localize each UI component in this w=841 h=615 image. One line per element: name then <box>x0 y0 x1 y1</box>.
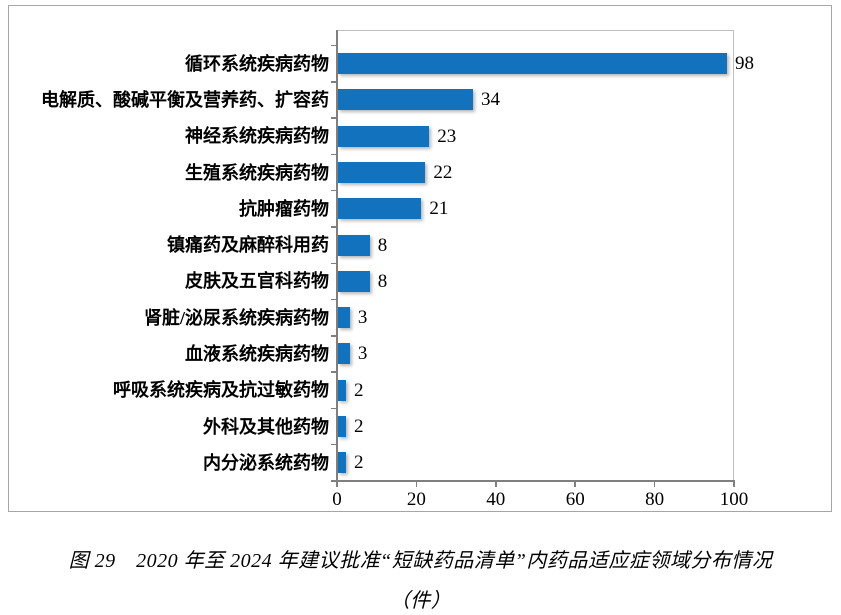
bar <box>338 379 346 401</box>
category-label: 神经系统疾病药物 <box>185 126 329 147</box>
bar <box>338 270 370 292</box>
value-label: 23 <box>437 125 457 147</box>
category-axis-tick <box>331 81 337 83</box>
bar <box>338 89 473 111</box>
category-axis-tick <box>331 117 337 119</box>
bar <box>338 234 370 256</box>
category-axis-tick <box>331 298 337 301</box>
bar <box>338 198 422 220</box>
category-label: 肾脏/泌尿系统疾病药物 <box>144 307 329 328</box>
category-axis-tick <box>331 443 337 446</box>
category-label: 皮肤及五官科药物 <box>185 271 329 292</box>
bar <box>338 162 426 184</box>
category-axis-tick <box>331 335 337 337</box>
value-label: 8 <box>377 270 388 292</box>
category-axis-tick <box>331 44 337 47</box>
figure-caption-unit: （件） <box>389 590 452 612</box>
value-label: 21 <box>429 198 449 220</box>
value-label: 2 <box>353 452 364 474</box>
value-axis-tick-label: 80 <box>645 489 665 510</box>
value-axis-tick-label: 100 <box>719 489 749 510</box>
category-label: 血液系统疾病药物 <box>185 343 329 364</box>
bar <box>338 416 346 438</box>
bar <box>338 452 346 474</box>
value-axis-tick-label: 20 <box>406 489 426 510</box>
value-axis-line <box>331 480 735 482</box>
category-label: 循环系统疾病药物 <box>185 53 329 74</box>
category-label: 生殖系统疾病药物 <box>185 162 329 183</box>
value-label: 2 <box>353 379 364 401</box>
value-label: 98 <box>735 53 755 75</box>
category-label: 抗肿瘤药物 <box>239 198 329 219</box>
value-label: 34 <box>480 89 500 111</box>
value-axis-tick <box>495 481 497 487</box>
bar <box>338 53 728 75</box>
category-axis-tick <box>331 407 337 410</box>
category-label: 外科及其他药物 <box>203 416 329 437</box>
bar <box>338 307 350 329</box>
value-label: 8 <box>377 234 388 256</box>
value-axis-tick <box>336 481 338 487</box>
value-axis-tick-label: 40 <box>486 489 506 510</box>
category-label: 呼吸系统疾病及抗过敏药物 <box>113 380 329 401</box>
category-axis-line <box>336 30 338 481</box>
value-axis-tick-label: 0 <box>332 489 342 510</box>
category-axis-tick <box>331 153 337 156</box>
value-axis-tick-label: 60 <box>565 489 585 510</box>
category-axis-tick <box>331 480 337 482</box>
bar <box>338 125 430 147</box>
value-axis-tick <box>733 481 735 487</box>
category-axis-tick <box>331 262 337 264</box>
bar <box>338 343 350 365</box>
category-axis-tick <box>331 189 337 192</box>
plot-area-border <box>337 30 734 481</box>
value-axis-tick <box>574 481 576 487</box>
category-label: 内分泌系统药物 <box>203 452 329 473</box>
category-axis-tick <box>331 226 337 228</box>
figure-caption: 图 29 2020 年至 2024 年建议批准“短缺药品清单”内药品适应症领域分… <box>68 550 773 572</box>
value-label: 3 <box>357 307 368 329</box>
category-label: 电解质、酸碱平衡及营养药、扩容药 <box>41 89 329 110</box>
category-axis-tick <box>331 371 337 373</box>
value-axis-tick <box>653 481 656 487</box>
category-label: 镇痛药及麻醉科用药 <box>167 235 329 256</box>
value-label: 3 <box>357 343 368 365</box>
value-axis-tick <box>415 481 418 487</box>
value-label: 2 <box>353 416 364 438</box>
value-label: 22 <box>433 162 453 184</box>
